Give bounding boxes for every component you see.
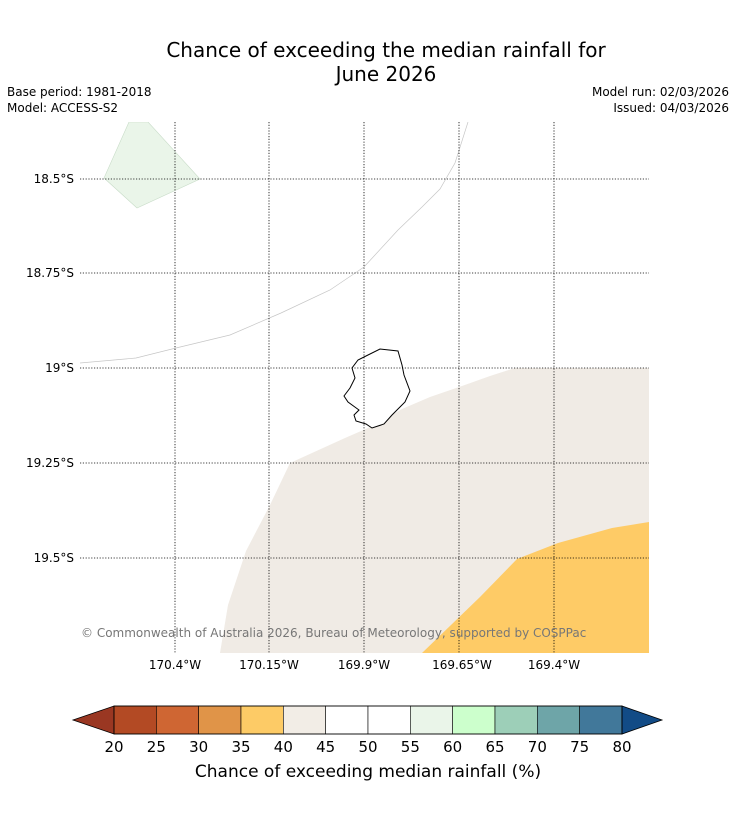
- colorbar-frame: [113, 705, 623, 735]
- colorbar-cell: [410, 705, 453, 735]
- colorbar-under-arrow: [71, 705, 115, 735]
- colorbar-cell: [494, 705, 538, 735]
- title-line-1: Chance of exceeding the median rainfall …: [166, 38, 606, 62]
- metadata-right: Model run: 02/03/2026 Issued: 04/03/2026: [592, 84, 729, 116]
- latitude-labels: 18.5°S 18.75°S 19°S 19.25°S 19.5°S: [26, 172, 74, 565]
- colorbar-cell: [452, 705, 496, 735]
- colorbar-over-arrow: [621, 705, 664, 735]
- colorbar-tick-label: 50: [358, 738, 378, 756]
- colorbar-tick-label: 80: [612, 738, 632, 756]
- colorbar-cell: [156, 705, 199, 735]
- lat-label: 18.5°S: [34, 172, 74, 186]
- colorbar-cell: [325, 705, 369, 735]
- title-line-2: June 2026: [335, 62, 437, 86]
- colorbar-tick-label: 75: [570, 738, 590, 756]
- issued-date: Issued: 04/03/2026: [613, 101, 729, 115]
- lat-label: 19.25°S: [26, 456, 74, 470]
- colorbar-tick-label: 65: [485, 738, 505, 756]
- colorbar-tick-label: 60: [443, 738, 463, 756]
- lat-label: 18.75°S: [26, 266, 74, 280]
- contour-line: [80, 122, 469, 364]
- colorbar-tick-label: 55: [400, 738, 420, 756]
- colorbar-cell: [367, 705, 411, 735]
- longitude-labels: 170.4°W 170.15°W 169.9°W 169.65°W 169.4°…: [149, 658, 580, 672]
- colorbar-cell: [113, 705, 157, 735]
- colorbar-cell: [198, 705, 242, 735]
- colorbar-cell: [537, 705, 580, 735]
- model-name: Model: ACCESS-S2: [7, 101, 119, 115]
- lon-label: 170.15°W: [239, 658, 299, 672]
- colorbar-cell: [579, 705, 623, 735]
- region-35-40-percent: [422, 522, 649, 653]
- map-plot: © Commonwealth of Australia 2026, Bureau…: [26, 122, 649, 672]
- colorbar-tick-label: 20: [104, 738, 124, 756]
- colorbar-tick-label: 35: [231, 738, 251, 756]
- colorbar: [71, 705, 664, 735]
- map-area: © Commonwealth of Australia 2026, Bureau…: [80, 122, 649, 653]
- lon-label: 169.4°W: [528, 658, 580, 672]
- colorbar-tick-label: 40: [273, 738, 293, 756]
- colorbar-cell: [283, 705, 326, 735]
- colorbar-label: Chance of exceeding median rainfall (%): [194, 762, 542, 782]
- model-run: Model run: 02/03/2026: [591, 85, 729, 99]
- map-title: Chance of exceeding the median rainfall …: [0, 38, 736, 86]
- colorbar-tick-label: 30: [189, 738, 209, 756]
- colorbar-tick-label: 25: [146, 738, 166, 756]
- colorbar-cell: [240, 705, 284, 735]
- region-55-60-percent: [104, 122, 200, 208]
- colorbar-tick-label: 45: [316, 738, 336, 756]
- colorbar-tick-label: 70: [527, 738, 547, 756]
- metadata-left: Base period: 1981-2018 Model: ACCESS-S2: [7, 84, 152, 116]
- lat-label: 19.5°S: [34, 551, 74, 565]
- copyright-notice: © Commonwealth of Australia 2026, Bureau…: [81, 626, 586, 640]
- base-period: Base period: 1981-2018: [7, 85, 152, 99]
- lon-label: 169.65°W: [432, 658, 492, 672]
- lat-label: 19°S: [45, 361, 74, 375]
- lon-label: 170.4°W: [149, 658, 201, 672]
- graticule: [80, 122, 649, 653]
- lon-label: 169.9°W: [338, 658, 390, 672]
- colorbar-cells: [113, 705, 623, 735]
- region-55-60-percent-outline: [103, 122, 201, 209]
